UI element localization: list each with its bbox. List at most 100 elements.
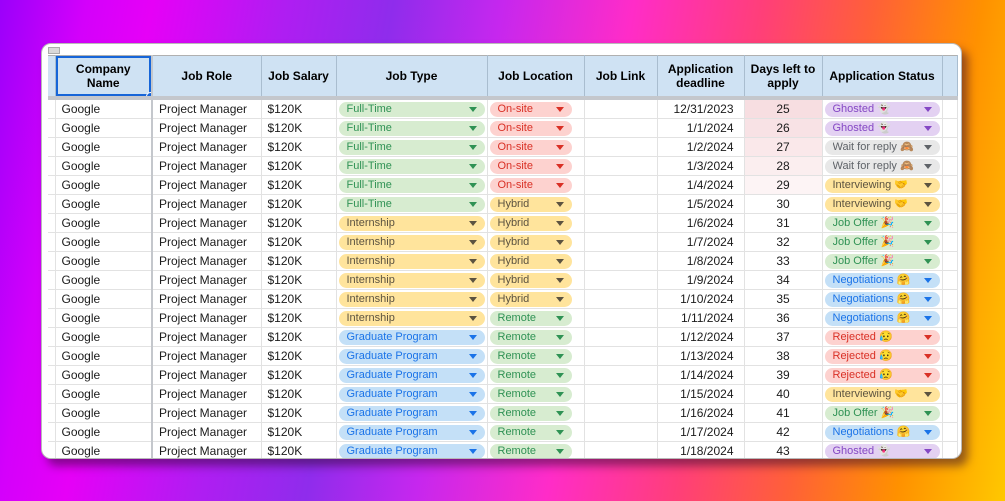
job-type-dropdown[interactable]: Full-Time — [338, 139, 485, 155]
job-type[interactable]: Full-Time — [336, 194, 488, 214]
cell-company[interactable]: Google — [55, 365, 153, 385]
cell-application-deadline[interactable]: 1/18/2024 — [657, 441, 745, 458]
cell-job-role[interactable]: Project Manager — [152, 308, 262, 328]
job-type-dropdown[interactable]: Full-Time — [338, 177, 485, 193]
job-type[interactable]: Full-Time — [336, 137, 488, 157]
job-location-dropdown[interactable]: Hybrid — [489, 215, 572, 231]
cell-job-role[interactable]: Project Manager — [152, 156, 262, 176]
job-location[interactable]: Hybrid — [487, 270, 585, 290]
cell-days-left[interactable]: 40 — [744, 384, 823, 404]
cell-company[interactable]: Google — [55, 194, 153, 214]
column-header-days-left-to-apply[interactable]: Days left to apply — [744, 55, 823, 100]
cell-job-role[interactable]: Project Manager — [152, 384, 262, 404]
job-location[interactable]: On-site — [487, 118, 585, 138]
application-status[interactable]: Wait for reply 🙈 — [822, 137, 943, 157]
cell-days-left[interactable]: 27 — [744, 137, 823, 157]
cell-job-link[interactable] — [584, 251, 658, 271]
cell-job-role[interactable]: Project Manager — [152, 213, 262, 233]
cell-job-salary[interactable]: $120K — [261, 118, 337, 138]
job-type-dropdown[interactable]: Full-Time — [338, 120, 485, 136]
application-status[interactable]: Ghosted 👻 — [822, 98, 943, 119]
job-type[interactable]: Internship — [336, 213, 488, 233]
cell-application-deadline[interactable]: 1/1/2024 — [657, 118, 745, 138]
cell-application-deadline[interactable]: 1/10/2024 — [657, 289, 745, 309]
job-type[interactable]: Graduate Program — [336, 346, 488, 366]
job-location[interactable]: On-site — [487, 175, 585, 195]
cell-job-salary[interactable]: $120K — [261, 251, 337, 271]
cell-company[interactable]: Google — [55, 232, 153, 252]
application-status-dropdown[interactable]: Rejected 😥 — [824, 348, 940, 364]
job-location[interactable]: Hybrid — [487, 232, 585, 252]
job-location[interactable]: Remote — [487, 441, 585, 458]
cell-days-left[interactable]: 34 — [744, 270, 823, 290]
cell-company[interactable]: Google — [55, 384, 153, 404]
job-type-dropdown[interactable]: Graduate Program — [338, 424, 485, 440]
cell-job-link[interactable] — [584, 213, 658, 233]
cell-job-link[interactable] — [584, 270, 658, 290]
cell-days-left[interactable]: 38 — [744, 346, 823, 366]
cell-application-deadline[interactable]: 1/15/2024 — [657, 384, 745, 404]
job-type[interactable]: Full-Time — [336, 118, 488, 138]
application-status-dropdown[interactable]: Negotiations 🤗 — [824, 310, 940, 326]
cell-job-salary[interactable]: $120K — [261, 213, 337, 233]
job-type[interactable]: Graduate Program — [336, 441, 488, 458]
application-status-dropdown[interactable]: Job Offer 🎉 — [824, 215, 940, 231]
cell-company[interactable]: Google — [55, 346, 153, 366]
application-status[interactable]: Job Offer 🎉 — [822, 251, 943, 271]
application-status[interactable]: Interviewing 🤝 — [822, 175, 943, 195]
fill-handle[interactable] — [146, 92, 150, 95]
job-location-dropdown[interactable]: Hybrid — [489, 196, 572, 212]
cell-job-salary[interactable]: $120K — [261, 327, 337, 347]
application-status[interactable]: Wait for reply 🙈 — [822, 156, 943, 176]
job-location-dropdown[interactable]: Hybrid — [489, 272, 572, 288]
cell-company[interactable]: Google — [55, 137, 153, 157]
job-type-dropdown[interactable]: Internship — [338, 215, 485, 231]
application-status[interactable]: Interviewing 🤝 — [822, 384, 943, 404]
job-type[interactable]: Full-Time — [336, 98, 488, 119]
cell-job-salary[interactable]: $120K — [261, 194, 337, 214]
cell-job-salary[interactable]: $120K — [261, 156, 337, 176]
job-type[interactable]: Graduate Program — [336, 384, 488, 404]
cell-job-link[interactable] — [584, 194, 658, 214]
job-location-dropdown[interactable]: Remote — [489, 386, 572, 402]
job-type[interactable]: Internship — [336, 289, 488, 309]
column-header-job-location[interactable]: Job Location — [487, 55, 585, 100]
cell-company[interactable]: Google — [55, 327, 153, 347]
job-type-dropdown[interactable]: Graduate Program — [338, 386, 485, 402]
application-status[interactable]: Rejected 😥 — [822, 365, 943, 385]
application-status-dropdown[interactable]: Interviewing 🤝 — [824, 177, 940, 193]
column-header-job-role[interactable]: Job Role — [152, 55, 262, 100]
cell-job-link[interactable] — [584, 175, 658, 195]
cell-company[interactable]: Google — [55, 441, 153, 458]
cell-company[interactable]: Google — [55, 118, 153, 138]
job-type-dropdown[interactable]: Graduate Program — [338, 329, 485, 345]
cell-job-link[interactable] — [584, 327, 658, 347]
cell-days-left[interactable]: 30 — [744, 194, 823, 214]
cell-company[interactable]: Google — [55, 175, 153, 195]
job-location[interactable]: Remote — [487, 384, 585, 404]
job-type-dropdown[interactable]: Graduate Program — [338, 348, 485, 364]
application-status[interactable]: Ghosted 👻 — [822, 441, 943, 458]
job-type[interactable]: Full-Time — [336, 156, 488, 176]
column-header-company-name[interactable]: Company Name — [55, 55, 153, 100]
cell-application-deadline[interactable]: 1/16/2024 — [657, 403, 745, 423]
cell-application-deadline[interactable]: 1/4/2024 — [657, 175, 745, 195]
application-status-dropdown[interactable]: Ghosted 👻 — [824, 120, 940, 136]
job-location-dropdown[interactable]: Hybrid — [489, 291, 572, 307]
job-location[interactable]: On-site — [487, 98, 585, 119]
job-type[interactable]: Internship — [336, 232, 488, 252]
job-type-dropdown[interactable]: Full-Time — [338, 158, 485, 174]
application-status-dropdown[interactable]: Negotiations 🤗 — [824, 424, 940, 440]
cell-application-deadline[interactable]: 1/3/2024 — [657, 156, 745, 176]
cell-company[interactable]: Google — [55, 213, 153, 233]
application-status[interactable]: Job Offer 🎉 — [822, 232, 943, 252]
cell-company[interactable]: Google — [55, 422, 153, 442]
job-type[interactable]: Graduate Program — [336, 422, 488, 442]
application-status[interactable]: Negotiations 🤗 — [822, 270, 943, 290]
job-location[interactable]: Hybrid — [487, 213, 585, 233]
application-status-dropdown[interactable]: Interviewing 🤝 — [824, 386, 940, 402]
application-status[interactable]: Ghosted 👻 — [822, 118, 943, 138]
cell-job-link[interactable] — [584, 232, 658, 252]
job-type-dropdown[interactable]: Internship — [338, 272, 485, 288]
job-location[interactable]: On-site — [487, 156, 585, 176]
